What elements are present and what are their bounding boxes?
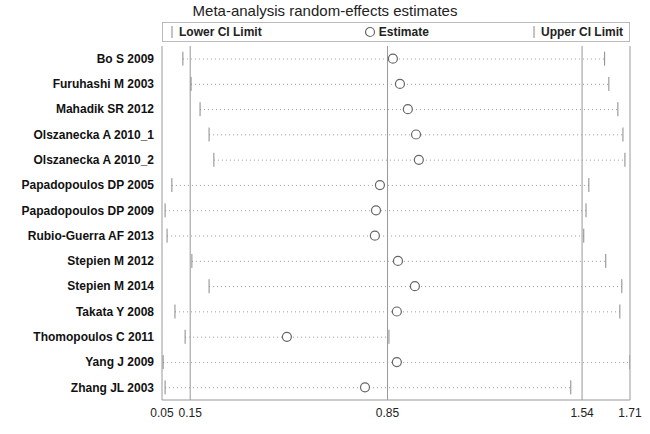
svg-text:1.54: 1.54 xyxy=(570,406,594,420)
svg-text:Olszanecka A 2010_2: Olszanecka A 2010_2 xyxy=(33,153,154,167)
svg-text:Takata Y 2008: Takata Y 2008 xyxy=(76,305,154,319)
html-text:Upper CI Limit: Upper CI Limit xyxy=(541,25,623,39)
svg-text:Furuhashi M 2003: Furuhashi M 2003 xyxy=(53,77,155,91)
html-text:Lower CI Limit: Lower CI Limit xyxy=(179,25,262,39)
svg-text:Papadopoulos DP 2009: Papadopoulos DP 2009 xyxy=(22,204,155,218)
svg-text:Rubio-Guerra AF 2013: Rubio-Guerra AF 2013 xyxy=(28,229,155,243)
svg-text:Mahadik SR 2012: Mahadik SR 2012 xyxy=(56,102,154,116)
svg-text:Papadopoulos DP 2005: Papadopoulos DP 2005 xyxy=(22,178,155,192)
svg-text:Stepien M 2014: Stepien M 2014 xyxy=(67,279,154,293)
svg-text:Stepien M 2012: Stepien M 2012 xyxy=(67,254,154,268)
svg-text:Yang J 2009: Yang J 2009 xyxy=(85,355,154,369)
svg-text:0.85: 0.85 xyxy=(376,406,400,420)
svg-text:0.05: 0.05 xyxy=(150,406,174,420)
html-text:Estimate: Estimate xyxy=(378,25,429,39)
svg-text:Olszanecka A 2010_1: Olszanecka A 2010_1 xyxy=(33,128,154,142)
html-text:Meta-analysis random-effects e: Meta-analysis random-effects estimates xyxy=(192,2,458,19)
svg-text:0.15: 0.15 xyxy=(179,406,203,420)
svg-text:Bo S 2009: Bo S 2009 xyxy=(97,52,155,66)
svg-text:Thomopoulos C 2011: Thomopoulos C 2011 xyxy=(33,330,154,344)
svg-text:Zhang JL 2003: Zhang JL 2003 xyxy=(71,381,154,395)
svg-text:1.71: 1.71 xyxy=(618,406,642,420)
